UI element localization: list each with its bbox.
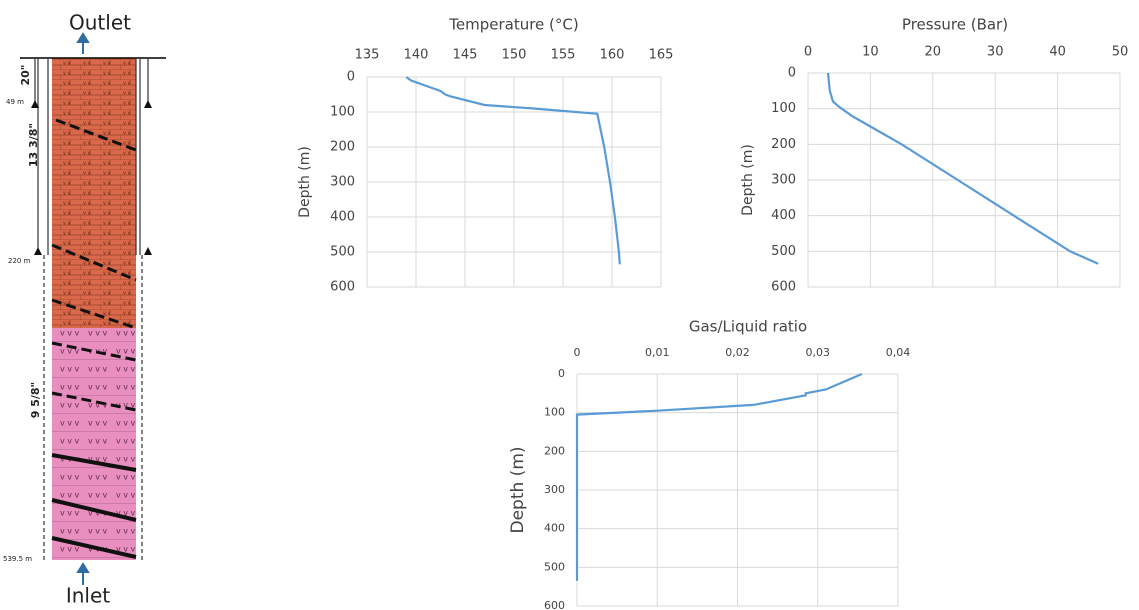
x-tick-label: 40	[1049, 45, 1066, 60]
x-tick-label: 165	[649, 48, 674, 63]
x-tick-label: 155	[551, 48, 576, 63]
y-tick-label: 200	[771, 137, 796, 152]
x-tick-label: 135	[355, 48, 380, 63]
figure: v v v v v Outlet Inlet 20" 13 3/8" 9 5/8…	[0, 0, 1139, 610]
well-diagram: Outlet Inlet 20" 13 3/8" 9 5/8" 49 m 220…	[3, 11, 166, 608]
inlet-label: Inlet	[66, 584, 110, 608]
data-line	[577, 374, 862, 581]
x-tick-label: 160	[600, 48, 625, 63]
x-tick-label: 150	[502, 48, 527, 63]
upper-formation	[52, 58, 136, 328]
y-tick-label: 100	[544, 406, 565, 419]
x-tick-label: 50	[1112, 45, 1129, 60]
y-tick-label: 300	[544, 483, 565, 496]
lower-formation	[52, 328, 136, 560]
y-axis-label: Depth (m)	[508, 446, 528, 533]
y-tick-label: 100	[330, 105, 355, 120]
y-tick-label: 200	[330, 140, 355, 155]
depth-label: 539.5 m	[3, 555, 32, 563]
y-tick-label: 0	[788, 66, 796, 81]
x-tick-label: 20	[925, 45, 942, 60]
y-tick-label: 0	[347, 70, 355, 85]
y-tick-label: 600	[771, 280, 796, 295]
outlet-arrow	[78, 34, 88, 54]
x-tick-label: 145	[453, 48, 478, 63]
x-tick-label: 0,03	[806, 346, 831, 359]
y-tick-label: 500	[771, 244, 796, 259]
casing-label: 20"	[19, 64, 32, 85]
x-tick-label: 0,04	[886, 346, 911, 359]
x-tick-label: 10	[862, 45, 879, 60]
inlet-arrow	[78, 564, 88, 585]
y-tick-label: 400	[771, 208, 796, 223]
y-tick-label: 500	[330, 245, 355, 260]
depth-label: 49 m	[6, 98, 24, 106]
x-tick-label: 0	[574, 346, 581, 359]
y-axis-label: Depth (m)	[297, 146, 313, 218]
depth-label: 220 m	[8, 257, 31, 265]
chart-title: Pressure (Bar)	[902, 16, 1008, 34]
x-tick-label: 0	[804, 45, 812, 60]
y-tick-label: 400	[330, 210, 355, 225]
y-tick-label: 100	[771, 101, 796, 116]
data-line	[406, 77, 620, 264]
x-tick-label: 140	[404, 48, 429, 63]
x-tick-label: 0,01	[645, 346, 670, 359]
outlet-label: Outlet	[69, 11, 131, 35]
chart-title: Gas/Liquid ratio	[689, 318, 807, 336]
y-tick-label: 200	[544, 444, 565, 457]
y-tick-label: 400	[544, 522, 565, 535]
y-tick-label: 300	[330, 175, 355, 190]
casing-label: 9 5/8"	[29, 382, 42, 419]
y-tick-label: 500	[544, 560, 565, 573]
y-tick-label: 600	[330, 280, 355, 295]
y-tick-label: 300	[771, 173, 796, 188]
x-tick-label: 0,02	[725, 346, 750, 359]
x-tick-label: 30	[987, 45, 1004, 60]
chart-title: Temperature (°C)	[448, 16, 578, 34]
y-tick-label: 600	[544, 599, 565, 610]
y-tick-label: 0	[558, 367, 565, 380]
y-axis-label: Depth (m)	[740, 144, 756, 216]
casing-label: 13 3/8"	[27, 123, 40, 167]
